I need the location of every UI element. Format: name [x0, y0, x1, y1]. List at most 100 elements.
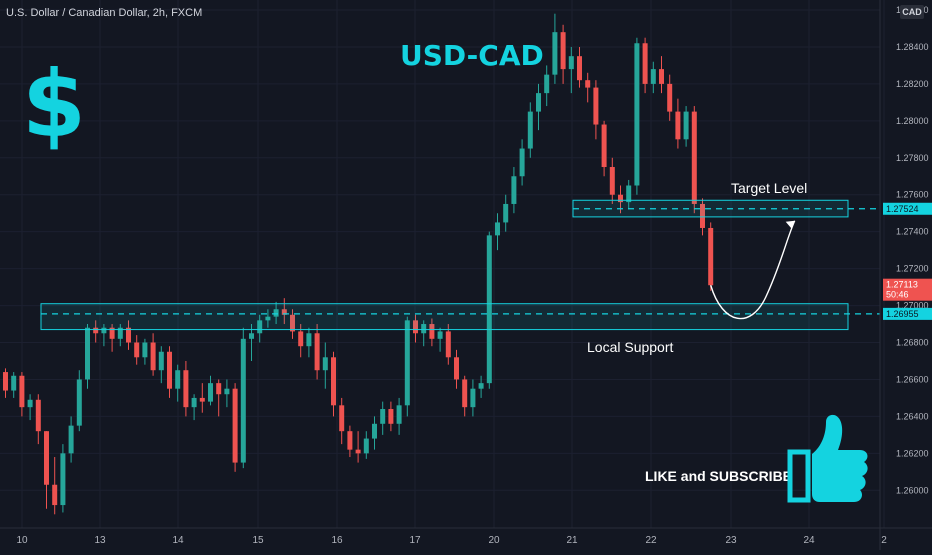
candle-body: [626, 185, 632, 203]
time-tick-label: 24: [803, 535, 815, 546]
grid: [0, 0, 885, 528]
time-tick-label: 23: [725, 535, 737, 546]
candle: [257, 314, 263, 343]
currency-button[interactable]: CAD: [900, 5, 924, 19]
candle-body: [527, 111, 533, 149]
candle: [44, 431, 49, 509]
candle: [380, 401, 386, 435]
candle-body: [339, 405, 345, 432]
candle: [470, 379, 476, 417]
candle: [216, 379, 222, 417]
candle: [273, 301, 279, 325]
candle: [281, 298, 287, 325]
candle-body: [126, 327, 131, 343]
candle: [85, 324, 90, 389]
candle: [347, 425, 353, 458]
candle: [683, 106, 689, 147]
candle: [503, 194, 509, 232]
candle: [11, 372, 17, 398]
candle-body: [347, 431, 353, 450]
chart-title: USD-CAD: [400, 39, 544, 72]
candle-body: [19, 375, 25, 408]
candle-body: [404, 320, 410, 406]
candle: [568, 46, 574, 94]
candle-body: [675, 111, 681, 140]
time-tick-label: 10: [16, 535, 28, 546]
candle-body: [691, 111, 697, 204]
target-price-tag-text: 1.27524: [886, 204, 919, 214]
candle: [396, 397, 402, 435]
candle-body: [331, 357, 336, 406]
candle-body: [249, 333, 254, 339]
support-price-tag-text: 1.26955: [886, 309, 919, 319]
candle-body: [44, 431, 49, 485]
candle-body: [306, 333, 312, 347]
candle-body: [208, 383, 213, 402]
candle: [691, 106, 697, 214]
candle: [109, 324, 115, 352]
candle: [650, 61, 656, 94]
candle-body: [76, 379, 82, 426]
candle: [290, 309, 295, 339]
candle-body: [265, 316, 271, 321]
candle: [355, 431, 361, 463]
time-tick-label: 2: [881, 535, 887, 546]
candle-body: [3, 372, 8, 391]
time-tick-label: 21: [566, 535, 578, 546]
candle-body: [437, 331, 443, 339]
candle-body: [577, 56, 582, 81]
candle-body: [281, 309, 287, 315]
candle: [306, 327, 312, 358]
svg-text:$: $: [22, 51, 86, 158]
candle-body: [290, 314, 295, 332]
candle: [3, 368, 8, 398]
candle: [240, 327, 246, 469]
candle: [708, 222, 714, 291]
candle-body: [659, 69, 664, 84]
candle-body: [634, 43, 640, 186]
price-tick-label: 1.28000: [896, 116, 929, 126]
candle: [577, 46, 582, 88]
overlays-layer: [40, 199, 880, 331]
projection-arrow: [710, 220, 796, 320]
candle: [208, 375, 213, 406]
candle: [437, 327, 443, 352]
candle-body: [544, 74, 550, 94]
candle-body: [199, 397, 205, 402]
candle-body: [380, 409, 386, 424]
price-tick-label: 1.26800: [896, 338, 929, 348]
candle-body: [85, 327, 90, 380]
candle: [117, 324, 123, 347]
candle: [404, 316, 410, 417]
candle-body: [232, 388, 238, 463]
candle-body: [35, 399, 41, 432]
candle-body: [257, 320, 263, 334]
candle: [249, 324, 254, 361]
candle-body: [429, 324, 435, 339]
candle: [93, 320, 99, 343]
candle-body: [355, 449, 361, 454]
candle: [659, 56, 664, 94]
candle-body: [650, 69, 656, 84]
candle: [454, 349, 459, 389]
candle-body: [183, 370, 189, 408]
candle-body: [273, 309, 279, 317]
candle-body: [372, 423, 377, 439]
candle: [429, 318, 435, 347]
candle-body: [519, 148, 525, 177]
candle: [634, 37, 640, 195]
candle: [462, 375, 468, 417]
candle: [126, 320, 131, 350]
candle: [167, 346, 172, 398]
price-tick-label: 1.26400: [896, 411, 929, 421]
candle-body: [216, 383, 222, 395]
time-tick-label: 13: [94, 535, 106, 546]
candle: [585, 72, 591, 103]
support-price-tag: 1.26955: [883, 307, 932, 320]
candle: [527, 102, 533, 158]
candle-body: [486, 235, 492, 384]
candle-body: [27, 399, 33, 408]
